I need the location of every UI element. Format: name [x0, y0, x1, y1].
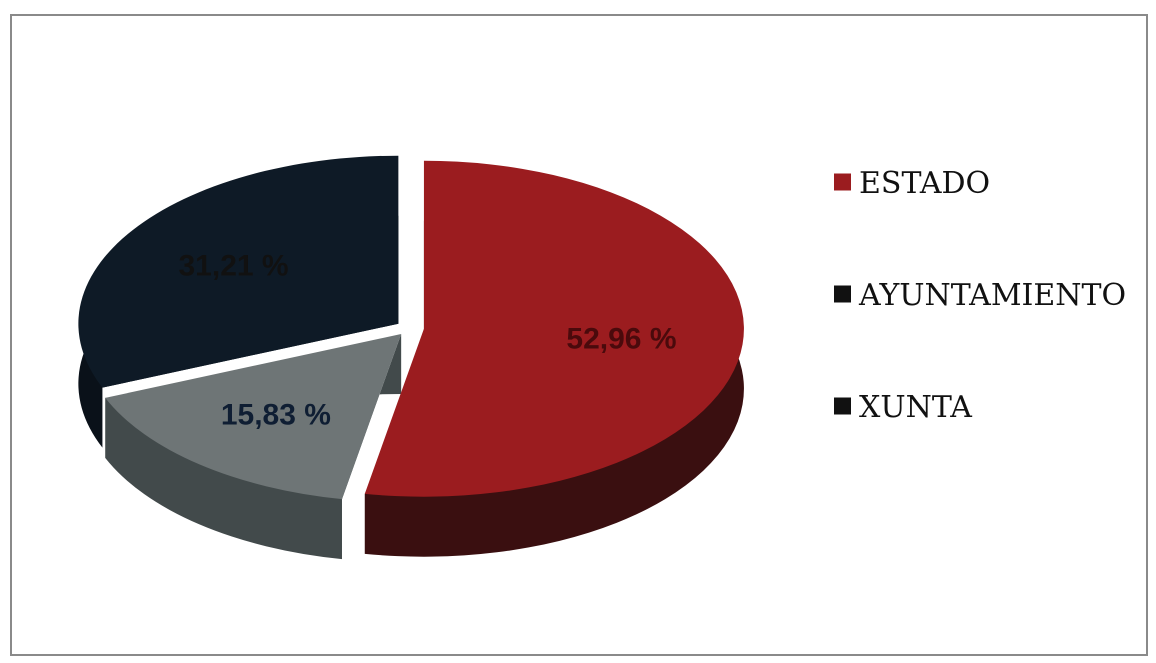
pie-slice-estado [364, 160, 744, 497]
data-label-xunta: 31,21 % [178, 250, 288, 283]
legend-swatch-ayuntamiento [834, 285, 851, 303]
legend-swatch-xunta [834, 397, 851, 415]
legend-label-xunta: XUNTA [859, 390, 972, 425]
pie-slice-ayuntamiento [105, 333, 402, 500]
legend-label-estado: ESTADO [859, 166, 990, 201]
legend-swatch-estado [834, 173, 851, 191]
data-label-estado: 52,96 % [566, 322, 676, 355]
legend-label-ayuntamiento: AYUNTAMIENTO [858, 278, 1126, 313]
pie-slice-xunta [78, 155, 399, 388]
data-label-ayuntamiento: 15,83 % [221, 399, 331, 432]
